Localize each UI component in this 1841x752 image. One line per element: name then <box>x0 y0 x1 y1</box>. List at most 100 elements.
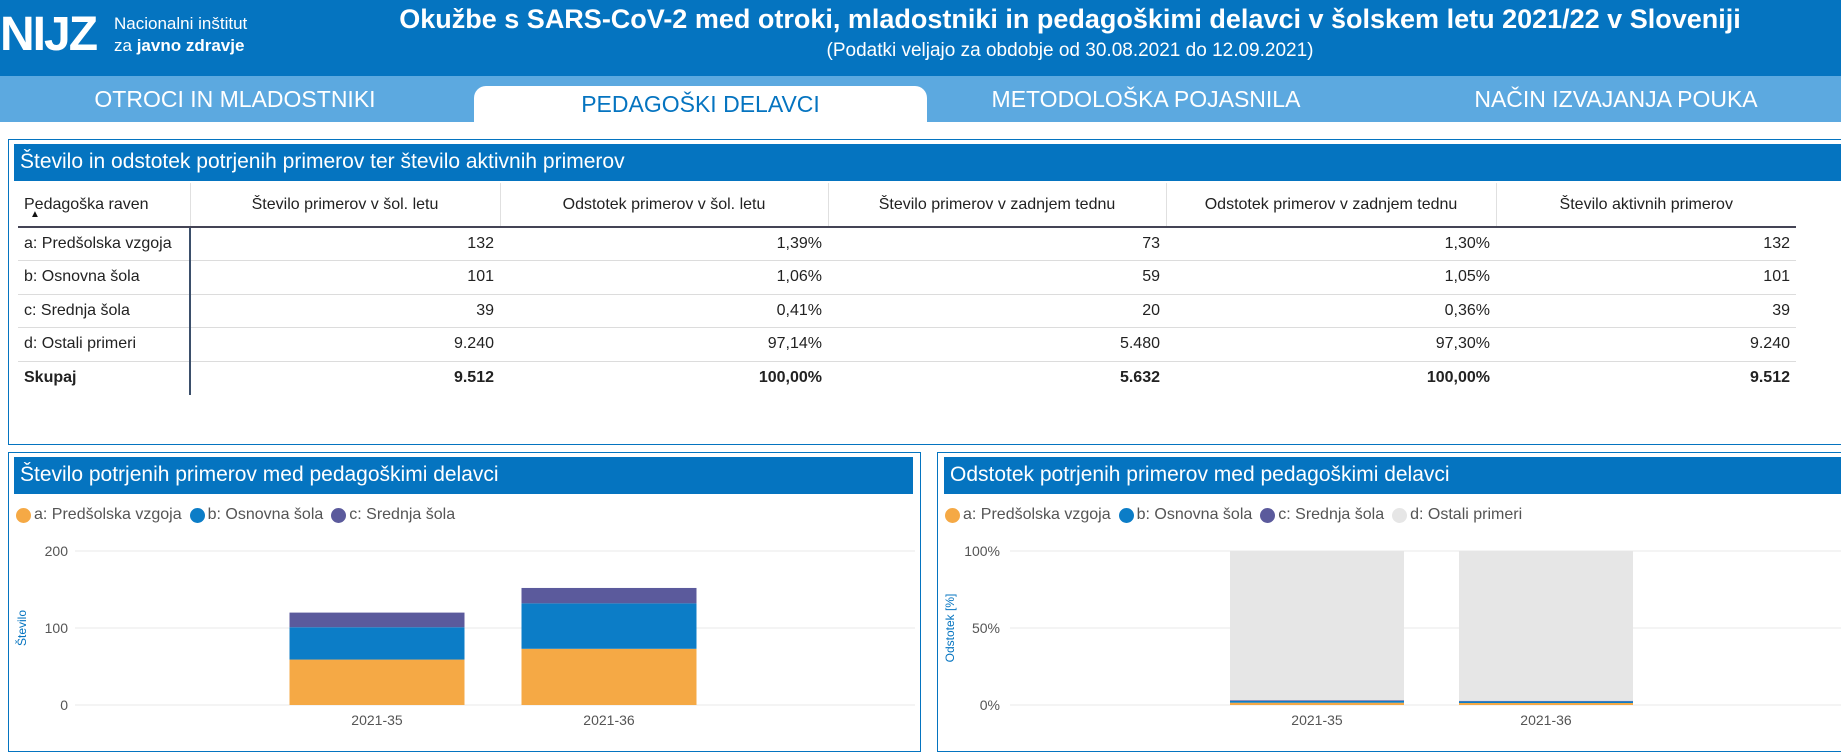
column-header-odstotek-zadnji-teden[interactable]: Odstotek primerov v zadnjem tednu <box>1166 183 1497 228</box>
x-tick-label: 2021-35 <box>351 712 403 728</box>
row-label: d: Ostali primeri <box>18 327 191 362</box>
table-panel-title: Število in odstotek potrjenih primerov t… <box>14 144 1841 181</box>
bar-a-2021-35[interactable] <box>289 659 465 705</box>
cell-value: 101 <box>1496 260 1796 295</box>
x-tick-label: 2021-36 <box>1520 712 1572 728</box>
cell-value: 1,05% <box>1166 260 1496 295</box>
table-total-row[interactable]: Skupaj 9.512 100,00% 5.632 100,00% 9.512 <box>18 361 1796 395</box>
legend-item-predsolska[interactable]: a: Predšolska vzgoja <box>945 506 1111 524</box>
legend-dot <box>189 507 205 523</box>
legend-item-ostali[interactable]: d: Ostali primeri <box>1392 506 1522 524</box>
table-row[interactable]: d: Ostali primeri 9.240 97,14% 5.480 97,… <box>18 327 1796 362</box>
bar-a-2021-36[interactable] <box>521 648 697 705</box>
row-label: c: Srednja šola <box>18 294 191 328</box>
bar-a-2021-35[interactable] <box>1230 702 1404 705</box>
logo-line-2: za javno zdravje <box>114 35 247 57</box>
logo-text: Nacionalni inštitut za javno zdravje <box>114 13 247 57</box>
bar-a-2021-36[interactable] <box>1459 702 1633 705</box>
total-value: 100,00% <box>1426 369 1490 386</box>
cell-value: 9.240 <box>1496 327 1796 362</box>
nijz-logo[interactable]: NIJZ Nacionalni inštitut za javno zdravj… <box>0 10 247 60</box>
cell-value: 39 <box>190 294 500 328</box>
bar-c-2021-36[interactable] <box>521 587 697 604</box>
cell-value: 59 <box>828 260 1166 295</box>
legend-label: b: Osnovna šola <box>1136 506 1253 523</box>
column-header-aktivni-primeri[interactable]: Število aktivnih primerov <box>1496 183 1796 228</box>
column-header-stevilo-sol-leto[interactable]: Število primerov v šol. letu <box>190 183 501 228</box>
page-title: Okužbe s SARS-CoV-2 med otroki, mladostn… <box>399 4 1741 34</box>
y-tick-label: 0 <box>60 697 68 713</box>
y-tick-label: 200 <box>45 543 69 559</box>
cell-value: 101 <box>190 260 500 295</box>
table-row[interactable]: c: Srednja šola 39 0,41% 20 0,36% 39 <box>18 294 1796 328</box>
bar-b-2021-36[interactable] <box>521 603 697 649</box>
tab-metodoloska-pojasnila[interactable]: METODOLOŠKA POJASNILA <box>991 86 1301 112</box>
total-value: 9.512 <box>453 369 494 386</box>
legend-dot <box>945 507 960 523</box>
sort-ascending-icon[interactable]: ▲ <box>30 209 40 220</box>
cell-value: 1,06% <box>500 260 828 295</box>
legend-label: b: Osnovna šola <box>207 506 324 523</box>
legend-item-srednja[interactable]: c: Srednja šola <box>331 506 455 524</box>
total-value: 100,00% <box>758 369 822 386</box>
cell-value: 132 <box>190 227 500 261</box>
cell-value: 132 <box>1496 227 1796 261</box>
cell-value: 0,36% <box>1166 294 1496 328</box>
cell-value: 39 <box>1496 294 1796 328</box>
total-label: Skupaj <box>18 361 191 395</box>
legend-item-osnovna[interactable]: b: Osnovna šola <box>1118 506 1253 524</box>
y-tick-label: 50% <box>972 620 1000 636</box>
legend-dot <box>331 507 347 523</box>
header-bar: NIJZ Nacionalni inštitut za javno zdravj… <box>0 0 1841 76</box>
total-value: 9.512 <box>1749 369 1790 386</box>
table-row[interactable]: a: Predšolska vzgoja 132 1,39% 73 1,30% … <box>18 227 1796 261</box>
legend-label: d: Ostali primeri <box>1410 506 1523 523</box>
count-chart-legend: a: Predšolska vzgoja b: Osnovna šola c: … <box>16 506 463 524</box>
y-axis-label: Odstotek [%] <box>943 594 957 663</box>
y-tick-label: 100 <box>45 620 69 636</box>
legend-item-osnovna[interactable]: b: Osnovna šola <box>189 506 324 524</box>
cell-value: 1,39% <box>500 227 828 261</box>
percent-chart-title: Odstotek potrjenih primerov med pedagošk… <box>944 457 1841 494</box>
count-chart: 0 100 200 Število 2021-35 2021-36 <box>14 543 915 728</box>
legend-dot <box>1260 507 1276 523</box>
total-value: 5.632 <box>1119 369 1160 386</box>
x-tick-label: 2021-36 <box>583 712 635 728</box>
bar-c-2021-35[interactable] <box>289 612 465 628</box>
tab-nacin-izvajanja-pouka[interactable]: NAČIN IZVAJANJA POUKA <box>1474 86 1758 112</box>
tab-bar: OTROCI IN MLADOSTNIKI PEDAGOŠKI DELAVCI … <box>0 76 1841 122</box>
legend-dot <box>16 507 31 523</box>
bar-d-2021-35[interactable] <box>1230 551 1404 701</box>
cell-value: 97,14% <box>500 327 828 362</box>
cell-value: 1,30% <box>1166 227 1496 261</box>
column-header-label: Pedagoška raven <box>24 195 149 213</box>
bar-b-2021-35[interactable] <box>289 627 465 660</box>
legend-label: a: Predšolska vzgoja <box>963 506 1111 523</box>
column-header-odstotek-sol-leto[interactable]: Odstotek primerov v šol. letu <box>500 183 829 228</box>
legend-item-predsolska[interactable]: a: Predšolska vzgoja <box>16 506 182 524</box>
legend-dot <box>1392 507 1408 523</box>
legend-item-srednja[interactable]: c: Srednja šola <box>1260 506 1384 524</box>
tab-otroci-in-mladostniki[interactable]: OTROCI IN MLADOSTNIKI <box>94 86 376 112</box>
cell-value: 9.240 <box>190 327 500 362</box>
logo-line-2-bold: javno zdravje <box>136 36 245 55</box>
bar-b-2021-35[interactable] <box>1230 700 1404 703</box>
table-row[interactable]: b: Osnovna šola 101 1,06% 59 1,05% 101 <box>18 260 1796 295</box>
column-header-pedagoska-raven[interactable]: Pedagoška raven ▲ <box>18 183 191 228</box>
bar-b-2021-36[interactable] <box>1459 701 1633 703</box>
legend-label: c: Srednja šola <box>1278 506 1385 523</box>
cases-table: Pedagoška raven ▲ Število primerov v šol.… <box>18 183 1796 395</box>
tab-pedagoski-delavci[interactable]: PEDAGOŠKI DELAVCI <box>474 86 927 122</box>
y-tick-label: 100% <box>964 543 1000 559</box>
cell-value: 0,41% <box>500 294 828 328</box>
percent-chart: 0% 50% 100% Odstotek [%] 2021-35 2021-36 <box>943 543 1841 728</box>
bar-d-2021-36[interactable] <box>1459 551 1633 701</box>
column-header-stevilo-zadnji-teden[interactable]: Število primerov v zadnjem tednu <box>828 183 1167 228</box>
bar-c-2021-35[interactable] <box>1230 700 1404 701</box>
cell-value: 73 <box>828 227 1166 261</box>
logo-line-2-prefix: za <box>114 36 137 55</box>
y-tick-label: 0% <box>980 697 1000 713</box>
cell-value: 97,30% <box>1166 327 1496 362</box>
percent-chart-legend: a: Predšolska vzgoja b: Osnovna šola c: … <box>945 506 1530 524</box>
bar-c-2021-36[interactable] <box>1459 700 1633 702</box>
